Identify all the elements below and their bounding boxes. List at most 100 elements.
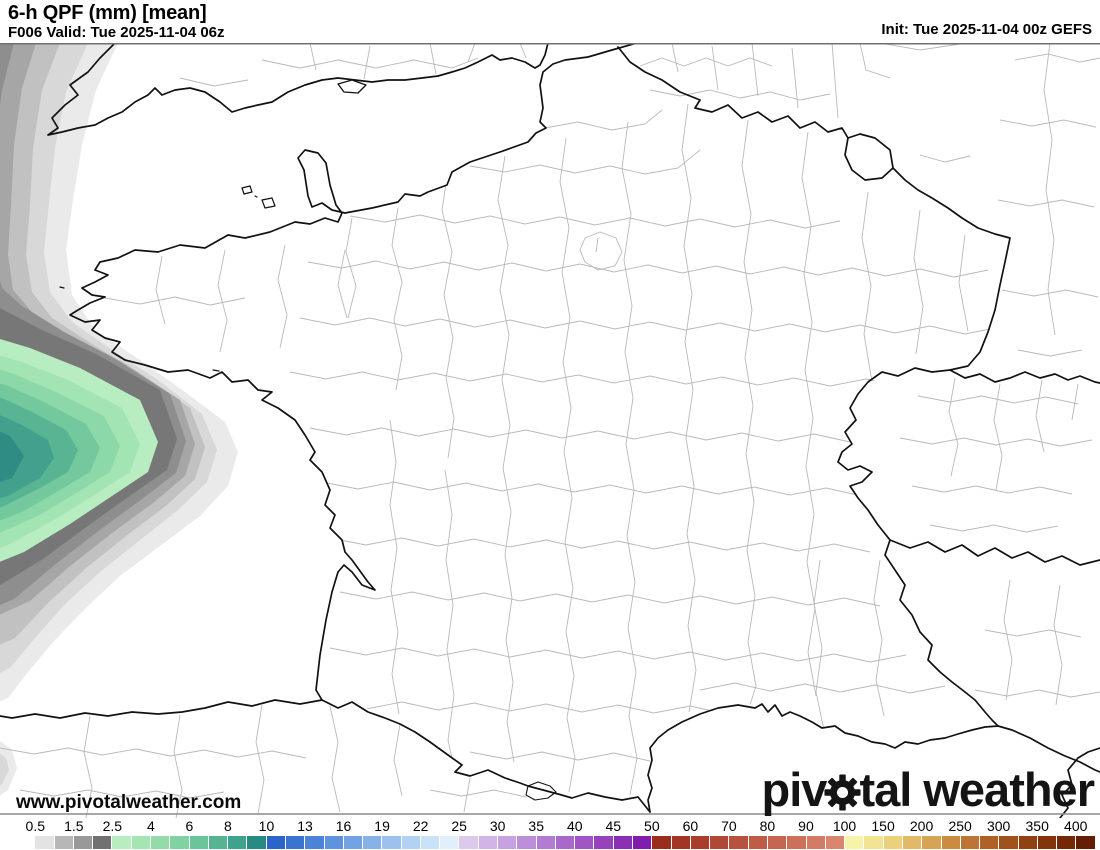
colorbar-segment [324,836,344,849]
colorbar-tick: 25 [451,818,467,834]
channel-islands [241,185,276,209]
colorbar-tick: 300 [986,818,1011,834]
colorbar-tick: 22 [412,818,429,834]
colorbar-segment [1076,836,1095,849]
colorbar-segment [787,836,807,849]
colorbar-segment [170,836,190,849]
colorbar-tick: 4 [146,818,155,834]
colorbar-tick: 50 [644,818,660,834]
colorbar-segment [343,836,364,849]
qpf-contour-bands [0,43,238,796]
colorbar-segment [150,836,171,849]
colorbar-segment [517,836,537,849]
colorbar-tick: 400 [1064,818,1088,834]
colorbar-tick: 70 [721,818,737,834]
colorbar-segment [93,836,113,849]
colorbar-segment [1037,836,1058,849]
colorbar-segments [16,836,1095,849]
colorbar-tick: 200 [909,818,934,834]
logo-text-right: tal weather [859,763,1095,816]
colorbar-segment [1057,836,1077,849]
colorbar-tick: 10 [258,818,275,834]
colorbar-tick: 19 [374,818,390,834]
colorbar-tick: 13 [297,818,313,834]
france-coastline [69,43,638,701]
isle-of-wight [337,79,367,94]
colorbar-tick: 35 [528,818,545,834]
colorbar-segment [16,836,36,849]
colorbar-segment [382,836,402,849]
colorbar-segment [420,836,441,849]
colorbar-tick: 40 [566,818,583,834]
colorbar-segment [555,836,576,849]
colorbar-segment [690,836,711,849]
valid-time-label: F006 Valid: Tue 2025-11-04 06z [8,24,225,41]
colorbar-segment [266,836,286,849]
colorbar-tick: 350 [1025,818,1049,834]
colorbar-segment [459,836,479,849]
colorbar-tick: 150 [871,818,895,834]
colorbar-tick: 250 [948,818,972,834]
coastlines-and-borders [0,43,1100,818]
colorbar-segment [1018,836,1038,849]
colorbar-segment [285,836,306,849]
department-boundaries [104,103,1001,796]
northeast-border [617,46,849,139]
colorbar-tick: 16 [335,818,352,834]
spain-coastline [0,699,323,719]
colorbar-segment [498,836,518,849]
colorbar-segment [825,836,846,849]
colorbar-tick: 100 [832,818,857,834]
swiss-german-border [949,369,1100,384]
colorbar-segment [845,836,865,849]
colorbar-segment [960,836,981,849]
page-title: 6-h QPF (mm) [mean] [8,2,207,24]
colorbar-segment [883,836,903,849]
colorbar-tick: 0.5 [25,818,45,834]
andorra-border [525,781,557,801]
colorbar-segment [980,836,1000,849]
mediterranean-coastline [647,703,1100,813]
german-border-rhine [892,167,1011,371]
map-svg [0,43,1100,818]
forecast-map [0,43,1100,818]
england-coastline [47,43,549,136]
colorbar-tick: 6 [185,818,194,834]
qpf-band [0,431,24,482]
colorbar-segment [363,836,383,849]
swiss-italian-border [889,539,1100,566]
watermark-url: www.pivotalweather.com [16,792,242,813]
colorbar-segment [613,836,633,849]
colorbar-segment [922,836,942,849]
qpf-band [0,415,54,499]
colorbar-segment [594,836,614,849]
colorbar-segment [729,836,749,849]
swiss-border [837,367,999,727]
colorbar-segment [671,836,691,849]
colorbar-segment [864,836,884,849]
luxembourg-border [844,133,894,181]
colorbar-tick: 1.5 [64,818,84,834]
gear-icon [824,774,861,811]
colorbar-ticks: 0.5 1.5 2.5 4 6 8 10 13 16 19 22 25 30 35 40 45 50 60 70 80… [0,818,1100,834]
colorbar-segment [536,836,556,849]
colorbar-segment [401,836,421,849]
colorbar-segment [208,836,229,849]
colorbar-tick: 2.5 [102,818,123,834]
colorbar-tick: 45 [605,818,622,834]
qpf-band [0,753,9,786]
colorbar-segment [710,836,730,849]
colorbar-segment [112,836,132,849]
colorbar-segment [305,836,325,849]
spain-border [321,699,651,813]
colorbar-segment [247,836,267,849]
colorbar-segment [35,836,55,849]
colorbar-segment [131,836,151,849]
colorbar-segment [652,836,672,849]
colorbar-tick: 60 [682,818,699,834]
colorbar-segment [575,836,595,849]
colorbar-segment [941,836,961,849]
colorbar-segment [633,836,653,849]
logo-text-left: piv [761,763,828,816]
